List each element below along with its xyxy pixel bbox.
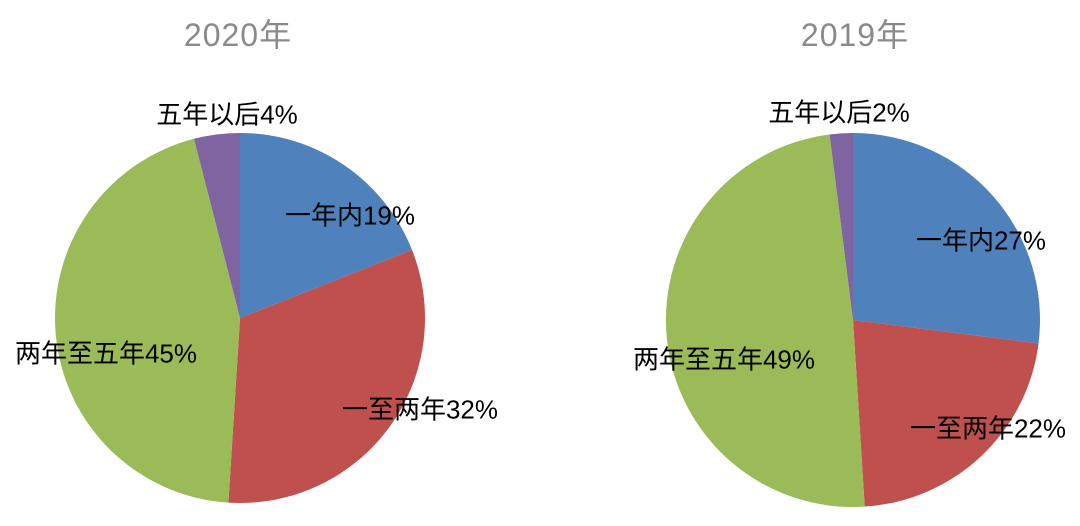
label-2019-two-to-five-years: 两年至五年49% [632,344,816,375]
label-2019-one-to-two-years: 一至两年22% [909,413,1067,444]
label-2019-after-five-years: 五年以后2% [768,97,910,128]
pie-2019年-slice-两年至五年 [665,134,865,508]
pie-2020年-slice-一年内 [240,133,413,318]
label-2020-one-year: 一年内19% [284,200,416,231]
chart-title-2020: 2020年 [183,17,293,53]
pie-2020年-slice-两年至五年 [55,138,240,503]
pie-2019年-slice-五年以后 [829,133,853,320]
chart-title-2019: 2019年 [800,17,910,53]
pie-2019年-slice-一年内 [853,133,1041,344]
pie-2019年-slice-一至两年 [853,320,1039,507]
label-2019-one-year: 一年内27% [915,225,1047,256]
pie-2020年-slice-五年以后 [193,133,240,318]
pie-2020年-slice-一至两年 [228,249,425,503]
label-2020-one-to-two-years: 一至两年32% [341,394,499,425]
label-2020-after-five-years: 五年以后4% [156,99,298,130]
label-2020-two-to-five-years: 两年至五年45% [14,338,198,369]
